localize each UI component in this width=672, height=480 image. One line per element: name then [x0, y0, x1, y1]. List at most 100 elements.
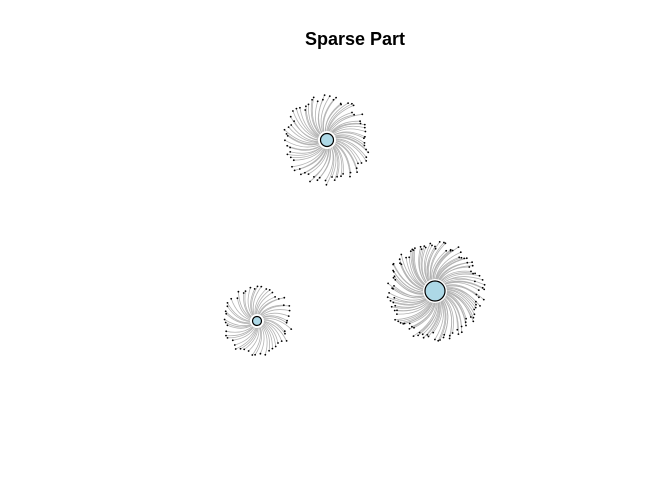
- edge: [284, 129, 319, 144]
- edge: [423, 302, 440, 338]
- edge: [252, 286, 262, 315]
- leaf-node: [423, 245, 426, 248]
- leaf-node: [394, 278, 397, 281]
- edge: [250, 288, 256, 316]
- edge: [412, 250, 425, 286]
- leaf-node: [426, 334, 429, 336]
- edge: [335, 141, 358, 169]
- edge: [294, 148, 325, 171]
- leaf-node: [234, 348, 237, 350]
- cluster-left-leaves: [223, 285, 293, 356]
- edge: [328, 112, 353, 132]
- edge: [423, 243, 431, 282]
- edge: [335, 143, 351, 173]
- edge: [225, 326, 254, 337]
- leaf-node: [285, 133, 288, 135]
- leaf-node: [483, 283, 486, 286]
- edge: [398, 302, 432, 322]
- leaf-node: [392, 269, 394, 272]
- cluster-right-leaves: [386, 241, 486, 342]
- leaf-node: [284, 332, 286, 335]
- leaf-node: [471, 264, 474, 267]
- leaf-node: [457, 333, 460, 335]
- leaf-node: [340, 175, 342, 178]
- edge: [428, 241, 441, 281]
- leaf-node: [392, 276, 395, 279]
- edge: [419, 302, 438, 333]
- leaf-node: [419, 245, 422, 248]
- leaf-node: [427, 335, 430, 338]
- leaf-node: [289, 151, 292, 153]
- leaf-node: [396, 313, 398, 315]
- edge: [286, 133, 319, 145]
- edge: [291, 148, 325, 168]
- leaf-node: [292, 110, 294, 112]
- leaf-node: [304, 171, 306, 174]
- leaf-node: [412, 335, 415, 337]
- edge: [327, 105, 354, 132]
- leaf-node: [277, 342, 279, 344]
- edge: [442, 273, 480, 283]
- leaf-node: [286, 144, 289, 147]
- leaf-node: [259, 352, 262, 355]
- edge: [263, 322, 279, 344]
- leaf-node: [231, 339, 234, 342]
- leaf-node: [466, 261, 469, 264]
- edge: [330, 120, 361, 133]
- edge: [433, 246, 459, 280]
- edge: [290, 124, 319, 142]
- edge: [439, 300, 447, 341]
- leaf-node: [283, 296, 286, 299]
- leaf-node: [299, 106, 301, 109]
- edge: [405, 257, 424, 288]
- leaf-node: [474, 280, 476, 283]
- edge: [446, 288, 477, 308]
- leaf-node: [282, 304, 285, 307]
- leaf-node: [243, 348, 246, 351]
- leaf-node: [438, 241, 441, 243]
- edge: [247, 287, 253, 317]
- leaf-node: [468, 266, 471, 268]
- leaf-node: [284, 139, 286, 142]
- edge: [445, 296, 459, 335]
- edge: [428, 301, 441, 337]
- edge: [263, 316, 287, 324]
- leaf-node: [271, 291, 274, 294]
- edge: [308, 104, 320, 136]
- edge: [427, 302, 441, 336]
- leaf-node: [251, 354, 254, 356]
- leaf-node: [475, 303, 477, 306]
- edge: [293, 147, 324, 161]
- leaf-node: [387, 282, 389, 285]
- edge: [318, 94, 325, 133]
- edge: [332, 125, 365, 134]
- leaf-node: [478, 296, 480, 299]
- leaf-node: [473, 313, 476, 316]
- edge: [413, 302, 437, 337]
- edge: [299, 107, 319, 138]
- edge: [330, 113, 363, 132]
- edge: [309, 148, 329, 182]
- edge: [409, 302, 435, 330]
- cluster-top-edges: [284, 94, 369, 185]
- edge: [335, 138, 367, 158]
- edge: [261, 325, 268, 355]
- leaf-node: [422, 336, 425, 339]
- cluster-top-leaves: [283, 94, 370, 186]
- leaf-node: [236, 297, 239, 300]
- edge: [287, 135, 320, 146]
- edge: [446, 289, 475, 310]
- leaf-node: [456, 328, 459, 331]
- leaf-node: [265, 288, 268, 290]
- edge: [394, 300, 429, 312]
- edge: [446, 292, 474, 322]
- edge: [443, 298, 453, 339]
- leaf-node: [420, 248, 423, 251]
- leaf-node: [226, 302, 229, 304]
- leaf-node: [283, 330, 286, 333]
- leaf-node: [311, 98, 313, 101]
- leaf-node: [482, 298, 485, 301]
- leaf-node: [429, 242, 432, 245]
- edge: [419, 248, 427, 284]
